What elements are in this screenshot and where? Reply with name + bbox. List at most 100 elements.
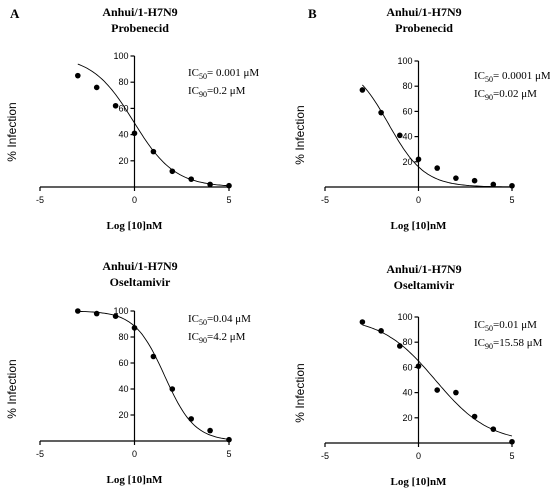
fit-curve xyxy=(362,84,512,188)
y-tick-label: 100 xyxy=(113,51,128,61)
data-point xyxy=(169,386,176,392)
data-point xyxy=(75,72,81,79)
data-point xyxy=(434,165,441,171)
data-point xyxy=(150,148,157,155)
chart-panel-4: Anhui/1-H7N9 Oseltamivir 20 40 60 80 100 -5 0 5 Lo… xyxy=(293,262,543,488)
y-tick-label: 60 xyxy=(118,103,128,113)
chart-subtitle: Probenecid xyxy=(111,21,169,35)
data-point xyxy=(378,328,384,334)
data-point xyxy=(150,353,157,360)
y-tick-label: 20 xyxy=(118,410,128,420)
y-tick-label: 80 xyxy=(118,332,128,342)
chart-subtitle: Oseltamivir xyxy=(394,278,455,292)
data-point xyxy=(378,109,384,116)
chart-subtitle: Oseltamivir xyxy=(110,275,171,289)
data-point xyxy=(226,436,232,443)
ic50-annotation: IC50= 0.001 μM xyxy=(188,67,259,81)
x-tick-label: 0 xyxy=(132,449,137,459)
y-tick-label: 100 xyxy=(397,56,412,66)
data-point xyxy=(207,427,213,434)
fit-curve xyxy=(77,310,230,440)
y-tick-label: 60 xyxy=(118,358,128,368)
data-point xyxy=(112,102,119,109)
fit-curve xyxy=(362,324,513,437)
y-tick-label: 80 xyxy=(118,77,128,87)
data-point xyxy=(188,416,194,422)
x-tick-label: -5 xyxy=(321,451,329,461)
y-tick-label: 40 xyxy=(118,384,128,394)
data-point xyxy=(131,325,138,331)
chart-title: Anhui/1-H7N9 xyxy=(386,262,461,276)
data-point xyxy=(359,319,366,325)
data-point xyxy=(112,313,119,320)
data-point xyxy=(490,426,497,432)
x-tick-label: 0 xyxy=(132,195,137,205)
y-tick-label: 80 xyxy=(402,337,412,347)
data-point xyxy=(397,132,403,139)
ic90-annotation: IC90=0.02 μM xyxy=(474,88,537,102)
data-point xyxy=(169,168,176,175)
data-point xyxy=(75,308,81,314)
data-point xyxy=(453,389,459,396)
y-tick-label: 100 xyxy=(113,306,128,316)
x-tick-label: -5 xyxy=(36,449,44,459)
data-point xyxy=(509,182,515,189)
data-point xyxy=(415,363,422,369)
x-axis-label: Log [10]nM xyxy=(391,220,448,232)
chart-subtitle: Probenecid xyxy=(395,21,453,35)
data-point xyxy=(415,156,422,163)
chart-title: Anhui/1-H7N9 xyxy=(386,5,461,19)
fit-curve xyxy=(77,63,230,187)
y-tick-label: 20 xyxy=(118,156,128,166)
x-tick-label: -5 xyxy=(321,195,329,205)
data-point xyxy=(434,387,441,393)
y-tick-label: 60 xyxy=(402,106,412,116)
panel-letter-a: A xyxy=(10,6,20,21)
x-tick-label: 5 xyxy=(509,195,514,205)
ic50-annotation: IC50= 0.0001 μM xyxy=(474,70,550,84)
data-point xyxy=(93,310,100,317)
y-tick-label: 80 xyxy=(402,81,412,91)
ic90-annotation: IC90=4.2 μM xyxy=(188,331,246,345)
chart-title: Anhui/1-H7N9 xyxy=(102,5,177,19)
x-tick-label: 5 xyxy=(509,451,514,461)
ic90-annotation: IC90=0.2 μM xyxy=(188,85,246,99)
ic90-annotation: IC90=15.58 μM xyxy=(474,337,543,351)
panel-letter-b: B xyxy=(308,6,317,21)
y-axis-label: % Infection xyxy=(5,359,19,418)
data-point xyxy=(490,181,497,188)
y-axis-label: % Infection xyxy=(5,102,19,161)
chart-panel-2: Anhui/1-H7N9 Probenecid 20 40 60 80 100 -5 0 5 Log… xyxy=(293,5,550,232)
x-axis-label: Log [10]nM xyxy=(391,476,448,488)
y-tick-label: 20 xyxy=(402,413,412,423)
data-point xyxy=(131,130,138,137)
data-point xyxy=(509,438,515,445)
data-point xyxy=(226,182,232,189)
data-point xyxy=(188,176,194,182)
y-tick-label: 100 xyxy=(397,312,412,322)
data-point xyxy=(93,84,100,91)
x-tick-label: 0 xyxy=(416,195,421,205)
ic50-annotation: IC50=0.04 μM xyxy=(188,313,251,327)
data-point xyxy=(471,177,478,184)
y-tick-label: 40 xyxy=(402,388,412,398)
x-tick-label: -5 xyxy=(36,195,44,205)
x-tick-label: 5 xyxy=(226,449,231,459)
data-point xyxy=(207,181,213,188)
y-tick-label: 40 xyxy=(118,130,128,140)
x-axis-label: Log [10]nM xyxy=(107,474,164,486)
y-axis-label: % Infection xyxy=(293,363,307,422)
y-tick-label: 60 xyxy=(402,362,412,372)
data-point xyxy=(359,87,366,93)
data-point xyxy=(453,175,459,181)
y-tick-label: 40 xyxy=(402,132,412,142)
y-tick-label: 20 xyxy=(402,157,412,167)
ic50-annotation: IC50=0.01 μM xyxy=(474,319,537,333)
chart-panel-3: Anhui/1-H7N9 Oseltamivir 20 40 60 80 100 -5 0 5 Lo… xyxy=(5,259,251,486)
data-point xyxy=(397,343,403,349)
chart-title: Anhui/1-H7N9 xyxy=(102,259,177,273)
chart-panel-1: Anhui/1-H7N9 Probenecid 20 40 60 80 100 -5 0 5 Log… xyxy=(5,5,259,232)
x-tick-label: 5 xyxy=(226,195,231,205)
y-axis-label: % Infection xyxy=(293,105,307,164)
